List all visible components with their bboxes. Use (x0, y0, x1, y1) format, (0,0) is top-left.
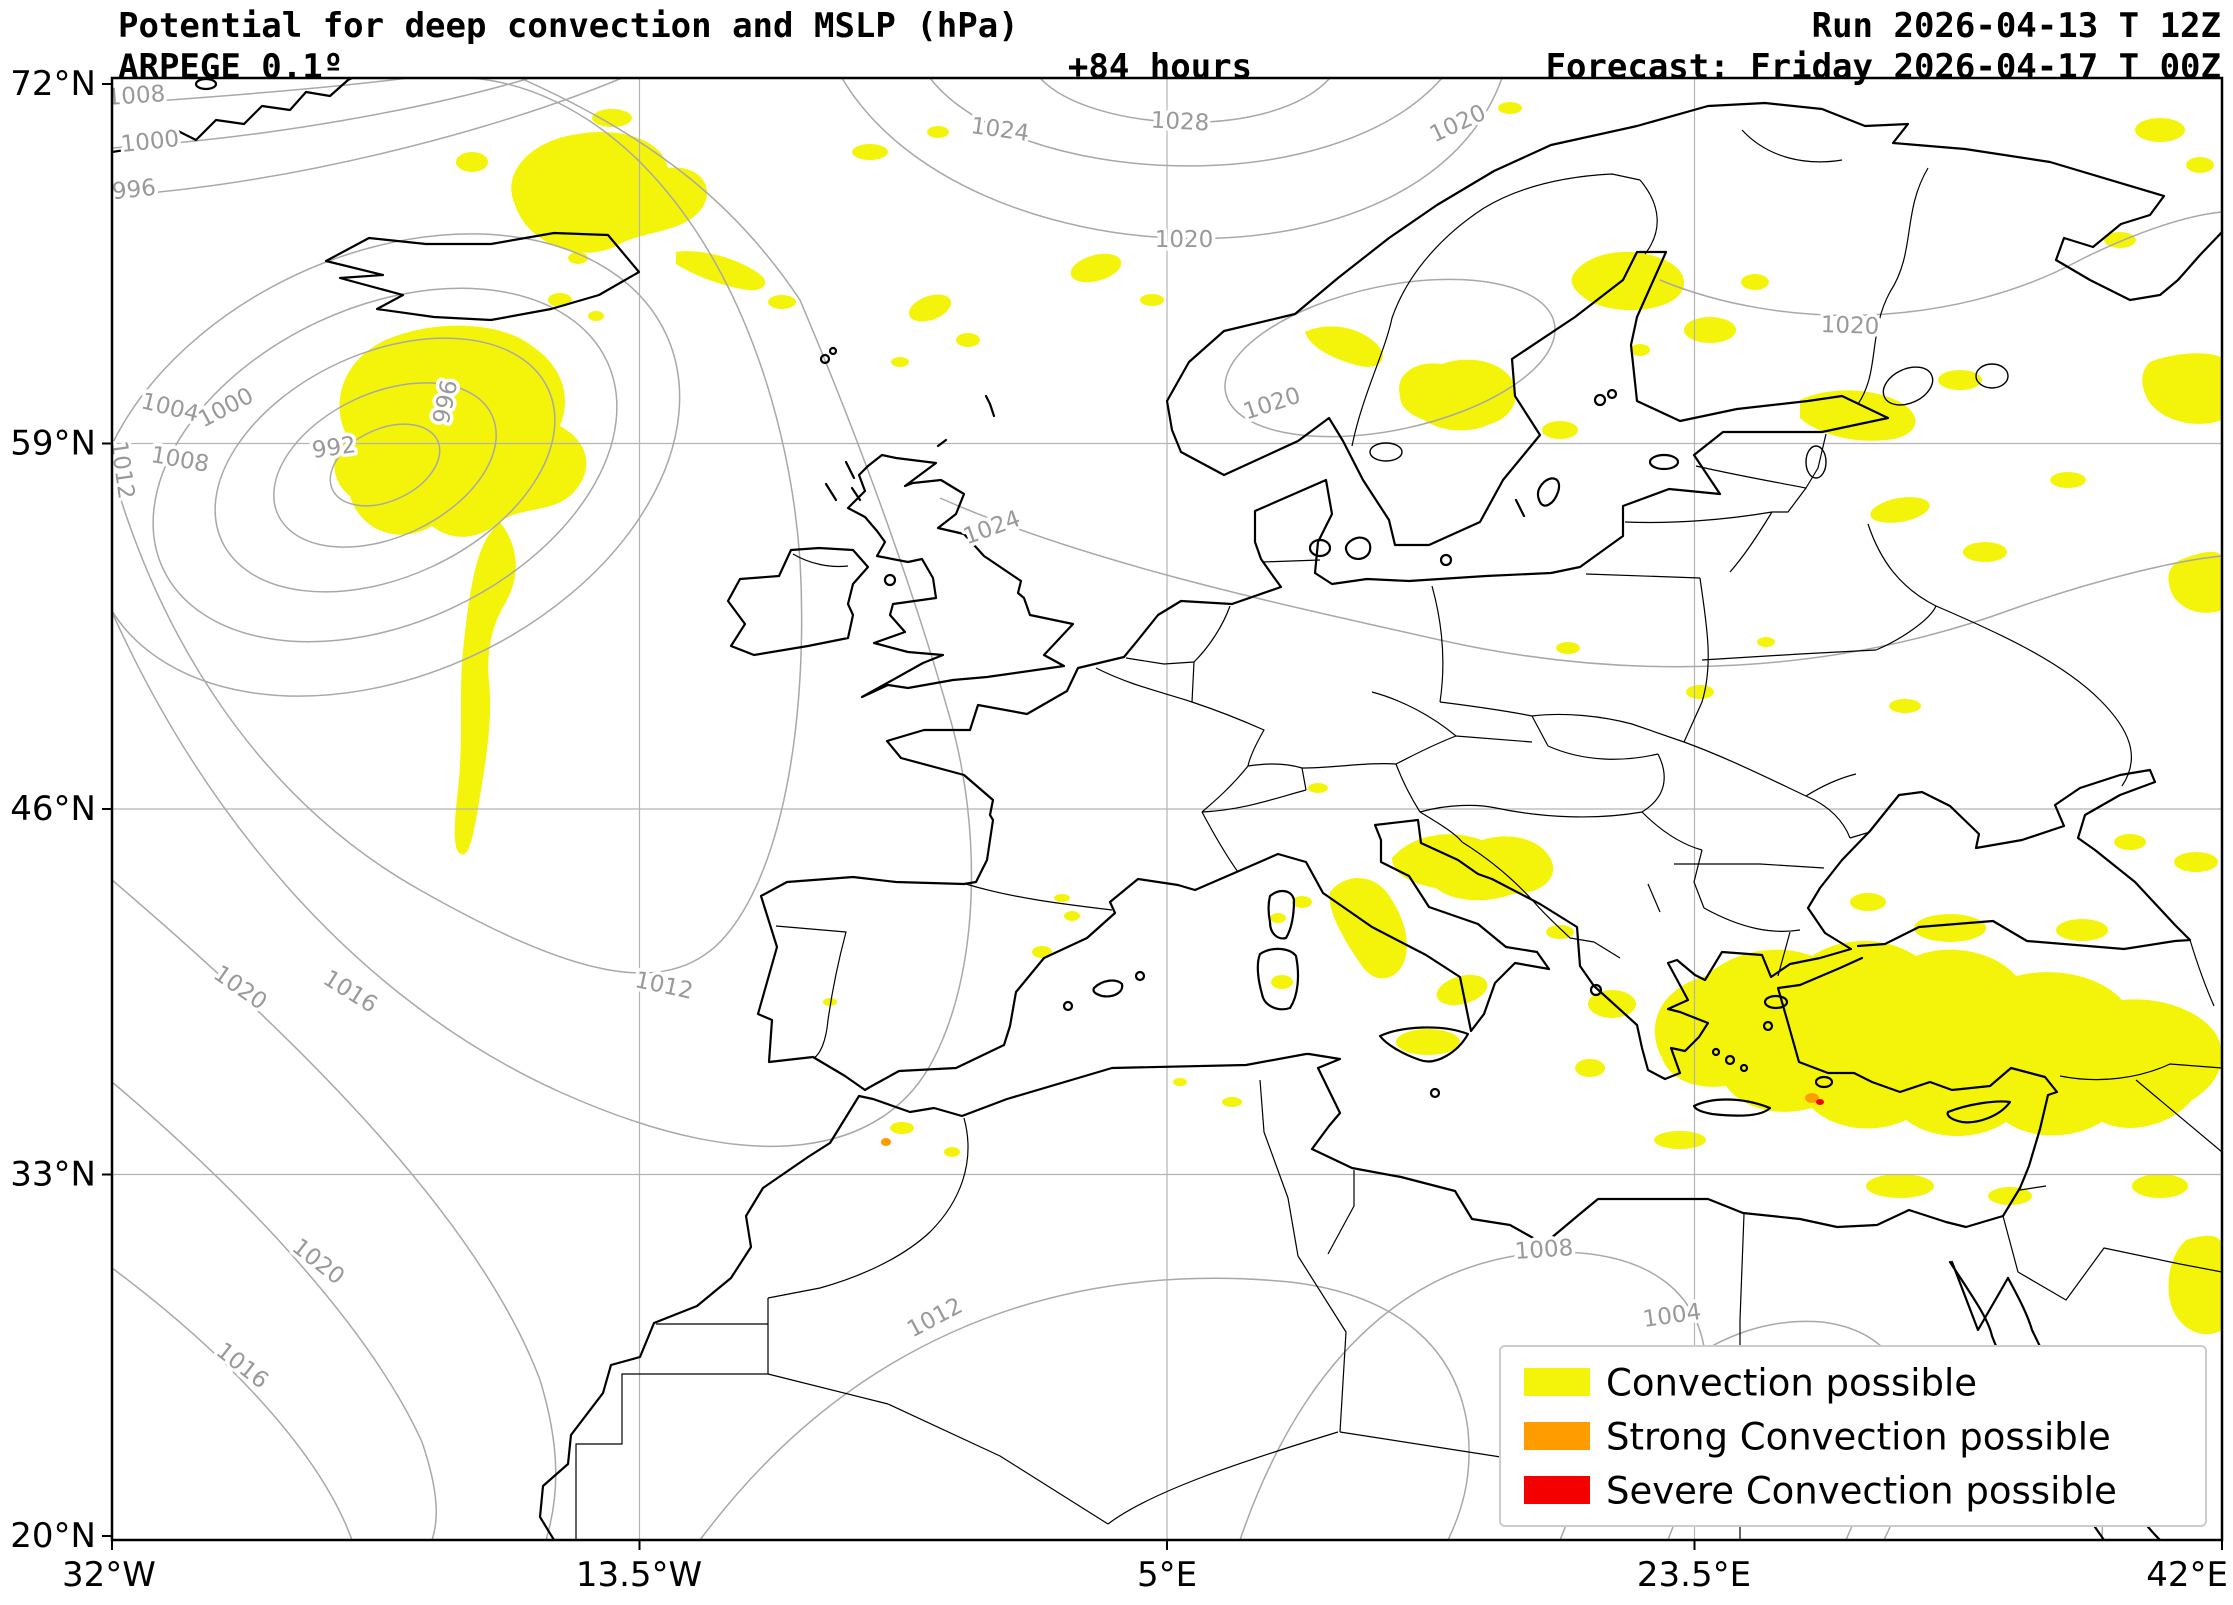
coast-mallorca (1092, 979, 1124, 998)
isobar-label: 1008 (149, 442, 211, 478)
legend-label-severe: Severe Convection possible (1606, 1470, 2117, 1513)
isobar-label: 1016 (211, 1338, 273, 1395)
isobar-label: 1000 (120, 126, 181, 158)
convection-areas (334, 102, 2222, 1335)
isobar-label: 1012 (903, 1293, 967, 1343)
lon-tick-label: 32°W (62, 1555, 156, 1595)
axis-ticks (102, 83, 2223, 1550)
lon-tick-label: 42°E (2146, 1555, 2228, 1595)
legend-swatch-severe (1524, 1476, 1590, 1504)
coast-great-britain (846, 453, 1075, 699)
convection-area (1654, 941, 2222, 1137)
convection-area (511, 131, 708, 253)
isobar-label: 1020 (209, 961, 272, 1016)
coast-greenland (112, 78, 354, 154)
coast-corsica (1267, 890, 1296, 940)
coast-ireland (726, 546, 870, 657)
isobar-label: 1000 (194, 383, 258, 433)
coast-anatolia-africa (538, 956, 2059, 1540)
coast-continental-europe (756, 250, 2192, 1092)
legend-label-convection: Convection possible (1606, 1362, 1977, 1405)
coast-iceland (324, 231, 641, 322)
isobar-label: 1024 (960, 506, 1024, 550)
model-label: ARPEGE 0.1º (118, 47, 344, 87)
forecast-label: Forecast: Friday 2026-04-17 T 00Z (1545, 47, 2221, 87)
severe-convection-area (1816, 1099, 1824, 1105)
isobar-label: 1008 (1514, 1235, 1574, 1265)
isobar-label: 1012 (105, 439, 139, 501)
isobar-label: 1028 (1150, 107, 1210, 136)
lat-tick-label: 46°N (10, 789, 96, 829)
lat-tick-label: 33°N (10, 1155, 96, 1195)
latlon-grid (112, 78, 2222, 1540)
isobar-label: 1012 (633, 967, 696, 1005)
coast-cyprus (1946, 1100, 2012, 1124)
page-title: Potential for deep convection and MSLP (… (118, 6, 1019, 46)
isobar-labels-layer: 1008100099699299610001004100810121012101… (105, 78, 1984, 1429)
convection-area (334, 325, 587, 537)
coast-scandinavia (1165, 101, 2222, 477)
lat-tick-label: 20°N (10, 1516, 96, 1556)
isobar-label: 1016 (318, 965, 381, 1018)
isobar-label: 1004 (1641, 1299, 1703, 1333)
isobar-label: 1020 (1155, 227, 1214, 253)
coast-sicily (1378, 1026, 1470, 1063)
lon-tick-label: 23.5°E (1637, 1555, 1751, 1595)
legend-label-strong: Strong Convection possible (1606, 1416, 2111, 1459)
isobar-label: 1020 (1240, 383, 1304, 426)
country-borders (575, 129, 2222, 1540)
isobar-label: 1020 (287, 1234, 349, 1291)
isobar-label: 1004 (138, 388, 201, 427)
run-label: Run 2026-04-13 T 12Z (1811, 6, 2221, 46)
lat-tick-label: 72°N (10, 64, 96, 104)
coast-sardinia (1256, 947, 1300, 1011)
coast-crete (1692, 1098, 1772, 1117)
isobar-label: 1020 (1820, 312, 1879, 340)
lat-tick-label: 59°N (10, 424, 96, 464)
isobar-label: 1024 (969, 113, 1031, 147)
legend: Convection possible Strong Convection po… (1499, 1345, 2207, 1527)
legend-swatch-strong (1524, 1422, 1590, 1450)
strong-convection-area (881, 1138, 891, 1146)
strong-convection-area (1805, 1093, 1819, 1103)
legend-box (1499, 1345, 2207, 1527)
convection-area (1392, 834, 1554, 901)
lead-time-label: +84 hours (1067, 47, 1253, 87)
isobar-label: 1008 (106, 81, 166, 111)
lon-tick-label: 5°E (1137, 1555, 1197, 1595)
legend-swatch-convection (1524, 1368, 1590, 1396)
axis-labels: 72°N 59°N 46°N 33°N 20°N 32°W 13.5°W 5°E… (10, 64, 2228, 1595)
lon-tick-label: 13.5°W (576, 1555, 702, 1595)
isobar-label: 1020 (1426, 100, 1490, 148)
lakes (1369, 363, 2009, 479)
isobar-label: 996 (111, 175, 157, 205)
